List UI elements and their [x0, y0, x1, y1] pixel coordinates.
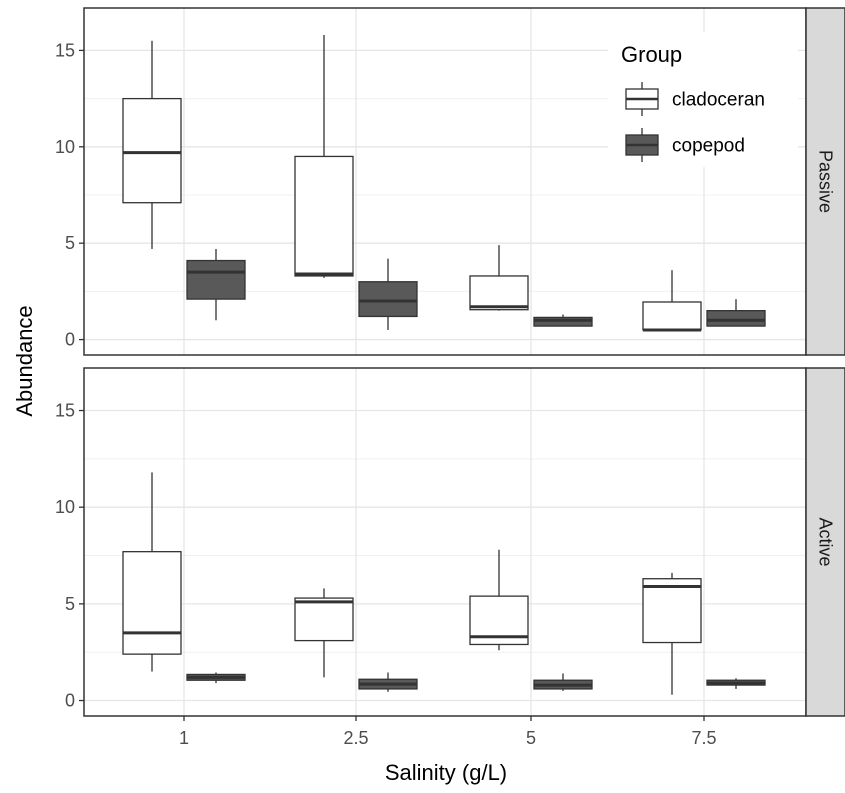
strip-background	[805, 7, 845, 356]
iqr-box	[122, 97, 182, 204]
axes-layer: 0 5 10 15 0 5 10 15 1 2.5 5 7.5	[55, 40, 717, 748]
y-tick-label: 0	[65, 330, 75, 350]
iqr-box	[706, 310, 766, 327]
box-cladoceran-5	[469, 245, 529, 311]
box-cladoceran-1	[122, 472, 182, 672]
legend-label: cladoceran	[672, 90, 765, 111]
box-copepod-7.5	[706, 299, 766, 327]
y-tick-label: 5	[65, 594, 75, 614]
x-tick-label: 5	[526, 728, 536, 748]
x-axis-title: Salinity (g/L)	[385, 760, 507, 785]
iqr-box	[122, 551, 182, 655]
box-copepod-7.5	[706, 678, 766, 689]
strip-active: Active	[805, 367, 845, 717]
x-tick-label: 2.5	[343, 728, 368, 748]
box-cladoceran-1	[122, 40, 182, 249]
y-tick-label: 0	[65, 691, 75, 711]
x-tick-label: 7.5	[691, 728, 716, 748]
x-tick-label: 1	[179, 728, 189, 748]
panel-background	[84, 368, 806, 716]
legend-label: copepod	[672, 136, 745, 157]
strip-label: Passive	[816, 150, 836, 213]
strip-background	[805, 367, 845, 717]
box-copepod-5	[533, 314, 593, 327]
box-copepod-5	[533, 673, 593, 691]
box-copepod-2.5	[358, 258, 418, 330]
iqr-box	[186, 259, 246, 300]
box-copepod-1	[186, 672, 246, 684]
box-cladoceran-2.5	[294, 34, 354, 278]
iqr-box	[294, 155, 354, 277]
y-tick-label: 15	[55, 40, 75, 60]
iqr-box	[642, 578, 702, 644]
box-copepod-1	[186, 248, 246, 321]
y-tick-label: 10	[55, 497, 75, 517]
iqr-box	[294, 597, 354, 642]
iqr-box	[642, 301, 702, 331]
legend-item-cladoceran: cladoceran	[625, 82, 765, 116]
legend-title: Group	[621, 42, 682, 67]
strip-passive: Passive	[805, 7, 845, 356]
strip-label: Active	[816, 517, 836, 566]
box-cladoceran-7.5	[642, 572, 702, 695]
legend-item-copepod: copepod	[625, 128, 745, 162]
iqr-box	[469, 275, 529, 311]
y-tick-label: 10	[55, 137, 75, 157]
y-tick-label: 5	[65, 233, 75, 253]
box-cladoceran-5	[469, 549, 529, 651]
y-axis-title: Abundance	[12, 305, 37, 416]
y-tick-label: 15	[55, 401, 75, 421]
iqr-box	[358, 281, 418, 318]
box-cladoceran-2.5	[294, 588, 354, 678]
box-copepod-2.5	[358, 672, 418, 692]
legend: Group cladoceran copepod	[608, 32, 798, 167]
panel-active: Active	[83, 367, 845, 717]
box-cladoceran-7.5	[642, 270, 702, 332]
legend-items: cladoceran copepod	[625, 82, 765, 162]
